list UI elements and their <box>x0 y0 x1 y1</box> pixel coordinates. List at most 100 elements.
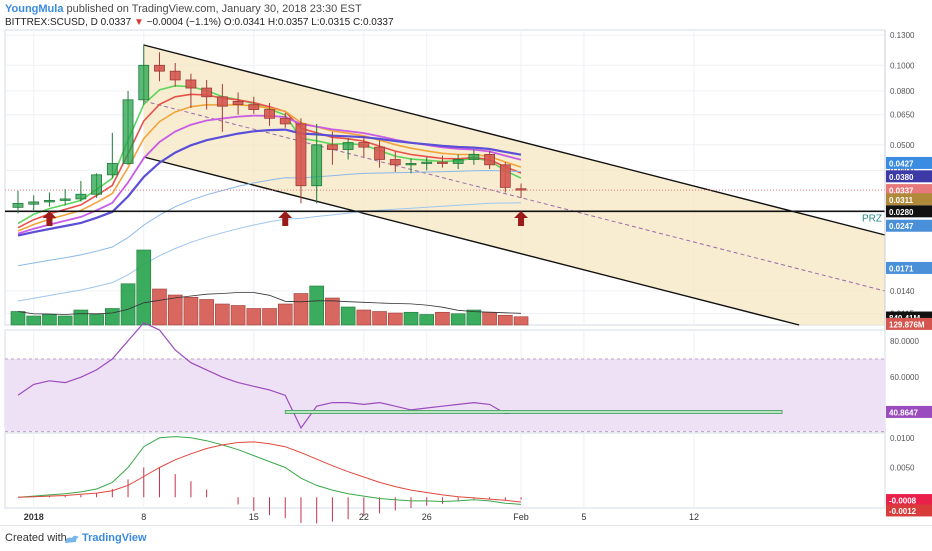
candle-body <box>185 79 197 89</box>
rsi-value-label: 40.8647 <box>889 408 918 417</box>
rsi-tick-label: 60.0000 <box>890 373 919 382</box>
channel-lower-line <box>143 156 800 326</box>
chart-canvas[interactable]: PRZ0.13000.10000.08000.06500.05000.04000… <box>0 0 932 525</box>
candle-body <box>499 164 511 188</box>
volume-bar <box>167 294 183 326</box>
volume-bar <box>387 312 403 326</box>
candle-body <box>279 117 291 125</box>
price-tick-label: 0.1000 <box>890 61 915 70</box>
macd-value-label: -0.0008 <box>889 497 917 506</box>
tradingview-link[interactable]: TradingView <box>82 532 147 544</box>
time-tick-label: Feb <box>513 512 529 522</box>
price-label-text: 129.876M <box>889 320 925 329</box>
candle-body <box>484 153 496 166</box>
candle-body <box>232 100 244 105</box>
up-arrow-icon <box>42 211 57 226</box>
price-label-box <box>886 317 932 330</box>
price-label-text: 0.0337 <box>889 187 914 196</box>
macd-value-box <box>886 494 932 507</box>
candle-body <box>342 142 354 150</box>
open-value: O:0.0341 <box>223 17 266 28</box>
price-label-box <box>886 205 932 218</box>
sma-slow-line-2 <box>17 202 522 302</box>
last-price: 0.0337 <box>100 17 132 28</box>
price-label-box <box>886 170 932 183</box>
candle-body <box>106 163 118 176</box>
macd-tick-label: 0.0050 <box>890 464 915 473</box>
channel-upper-line <box>143 44 886 236</box>
high-value: H:0.0357 <box>267 17 309 28</box>
volume-bar <box>450 313 466 326</box>
signal-line <box>17 441 522 503</box>
volume-bar <box>372 311 387 326</box>
candle-body <box>437 161 448 164</box>
price-tick-label: 0.0140 <box>890 287 915 296</box>
volume-bar <box>215 303 230 326</box>
candle-body <box>515 188 527 191</box>
volume-bar <box>340 306 356 326</box>
low-value: L:0.0315 <box>311 17 351 28</box>
time-tick-label: 26 <box>422 512 432 522</box>
time-tick-label: 2018 <box>24 512 44 522</box>
candle-body <box>421 161 433 164</box>
volume-bar <box>246 308 262 326</box>
price-label-text: 0.0280 <box>889 208 914 217</box>
published-text: published on TradingView.com, January 30… <box>63 3 362 15</box>
price-label-box <box>886 156 932 169</box>
tradingview-logo-icon <box>65 535 79 543</box>
price-tick-label: 0.0500 <box>890 141 915 150</box>
candle-body <box>12 203 24 208</box>
candle-body <box>374 146 385 160</box>
volume-bar <box>89 314 104 326</box>
candle-body <box>122 99 134 164</box>
time-axis: 2018 8 15 22 26 Feb 5 12 <box>24 512 699 522</box>
volume-bar <box>435 311 450 326</box>
candle-body <box>264 109 275 119</box>
volume-bar <box>325 297 340 326</box>
candle-body <box>326 144 338 150</box>
time-tick-label: 5 <box>581 512 586 522</box>
rsi-pane: 80.0000 60.0000 40.8647 <box>4 321 932 433</box>
volume-ma-line <box>17 292 522 315</box>
up-arrow-icon <box>514 211 529 226</box>
candle-body <box>169 70 181 81</box>
publish-info: YoungMula published on TradingView.com, … <box>5 3 362 15</box>
time-tick-label: 8 <box>141 512 146 522</box>
candle-body <box>138 64 150 101</box>
time-tick-label: 22 <box>359 512 369 522</box>
candle-body <box>59 198 71 201</box>
volume-bar <box>183 296 199 326</box>
candle-body <box>405 163 417 166</box>
candle-body <box>389 159 401 166</box>
candle-body <box>358 142 370 148</box>
price-label-box <box>886 184 932 197</box>
volume-bar <box>419 314 435 326</box>
down-triangle-icon: ▼ <box>133 17 144 28</box>
volume-bar <box>26 315 42 326</box>
price-label-text: 0.0247 <box>889 222 914 231</box>
symbol-legend: BITTREX:SCUSD, D 0.0337 ▼ −0.0004 (−1.1%… <box>5 17 394 28</box>
macd-value-label: -0.0012 <box>889 507 917 516</box>
rsi-band-fill <box>5 359 885 432</box>
volume-bar <box>293 293 309 326</box>
volume-bar <box>57 315 73 326</box>
macd-pane: 0.0100 0.0050 -0.0008-0.0012 <box>4 432 932 524</box>
pane-frame <box>4 432 886 509</box>
volume-bar <box>277 303 293 326</box>
channel-median-line <box>143 100 886 292</box>
candle-body <box>452 159 464 164</box>
price-change: −0.0004 (−1.1%) <box>146 17 222 28</box>
candle-body <box>295 123 307 187</box>
volume-bar <box>199 299 214 326</box>
prz-label: PRZ <box>862 213 882 224</box>
volume-bar <box>10 311 26 326</box>
price-label-box <box>886 219 932 232</box>
volume-bar <box>120 283 136 326</box>
up-arrow-icon <box>278 211 293 226</box>
volume-bar <box>73 309 89 326</box>
candle-body <box>468 153 480 160</box>
volume-bar <box>262 308 277 326</box>
volume-bar <box>482 311 497 326</box>
price-label-box <box>886 193 932 206</box>
author-name[interactable]: YoungMula <box>5 3 64 15</box>
